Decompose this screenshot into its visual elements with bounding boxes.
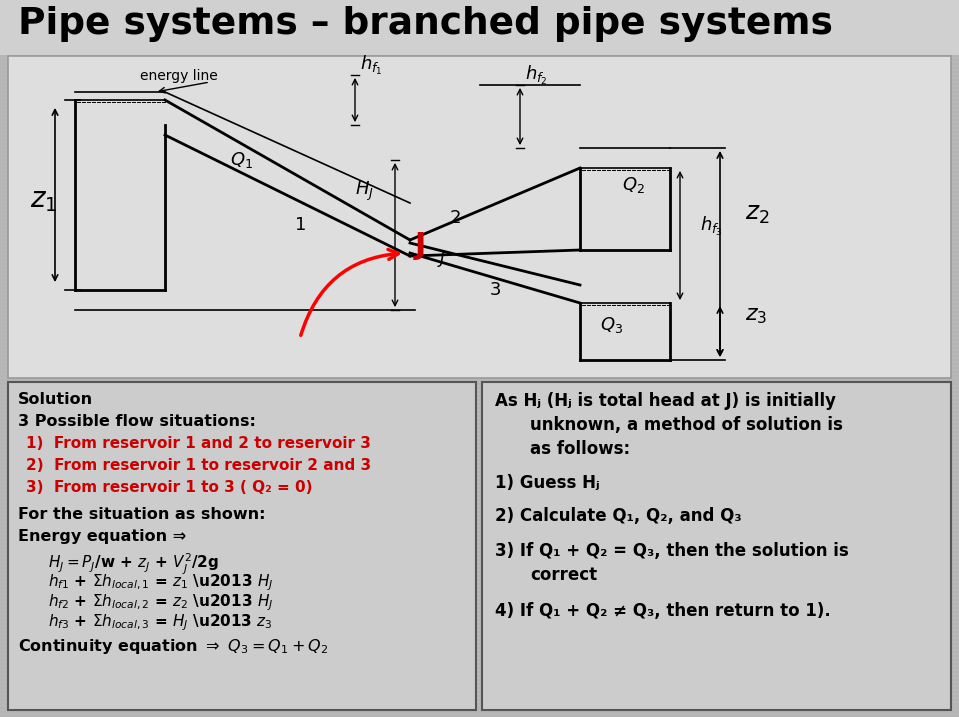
Bar [8,56,951,378]
Text: $h_{f_2}$: $h_{f_2}$ [525,64,548,87]
Text: $h_{f3}$ + $\Sigma h_{local,3}$ = $H_J$ \u2013 $z_3$: $h_{f3}$ + $\Sigma h_{local,3}$ = $H_J$ … [48,612,272,632]
Text: $z_1$: $z_1$ [30,186,58,214]
Bar [8,382,476,710]
Text: 3 Possible flow situations:: 3 Possible flow situations: [18,414,256,429]
Text: energy line: energy line [140,69,218,83]
Text: $H_J$: $H_J$ [355,180,374,203]
Text: Pipe systems – branched pipe systems: Pipe systems – branched pipe systems [18,6,832,42]
Text: 2: 2 [450,209,461,227]
Text: For the situation as shown:: For the situation as shown: [18,507,266,522]
Text: 1)  From reservoir 1 and 2 to reservoir 3: 1) From reservoir 1 and 2 to reservoir 3 [26,436,371,451]
Text: $Q_1$: $Q_1$ [230,150,253,170]
Text: $z_3$: $z_3$ [745,305,767,326]
Bar [0,0,959,55]
Text: $h_{f2}$ + $\Sigma h_{local,2}$ = $z_2$ \u2013 $H_J$: $h_{f2}$ + $\Sigma h_{local,2}$ = $z_2$ … [48,592,273,612]
Text: as follows:: as follows: [530,440,630,458]
Text: 2) Calculate Q₁, Q₂, and Q₃: 2) Calculate Q₁, Q₂, and Q₃ [495,507,741,525]
Text: As Hⱼ (Hⱼ is total head at J) is initially: As Hⱼ (Hⱼ is total head at J) is initial… [495,392,836,410]
FancyArrowPatch shape [301,250,398,336]
Text: correct: correct [530,566,597,584]
Text: $Q_3$: $Q_3$ [600,315,623,335]
Text: 3)  From reservoir 1 to 3 ( Q₂ = 0): 3) From reservoir 1 to 3 ( Q₂ = 0) [26,480,313,495]
Text: $h_{f_3}$: $h_{f_3}$ [700,214,723,237]
Text: Continuity equation $\Rightarrow$ $Q_3 = Q_1 + Q_2$: Continuity equation $\Rightarrow$ $Q_3 =… [18,637,328,656]
Text: $h_{f_1}$: $h_{f_1}$ [360,54,383,77]
Text: $Q_2$: $Q_2$ [622,175,644,195]
Text: 1) Guess Hⱼ: 1) Guess Hⱼ [495,474,599,492]
Text: 4) If Q₁ + Q₂ ≠ Q₃, then return to 1).: 4) If Q₁ + Q₂ ≠ Q₃, then return to 1). [495,602,830,620]
Text: 3) If Q₁ + Q₂ = Q₃, then the solution is: 3) If Q₁ + Q₂ = Q₃, then the solution is [495,542,849,560]
Text: 3: 3 [490,281,502,299]
Text: J: J [415,232,427,260]
Text: $h_{f1}$ + $\Sigma h_{local,1}$ = $z_1$ \u2013 $H_J$: $h_{f1}$ + $\Sigma h_{local,1}$ = $z_1$ … [48,572,273,592]
Text: $H_J = P_J$/w + $z_J$ + $V^2_J$/2g: $H_J = P_J$/w + $z_J$ + $V^2_J$/2g [48,552,219,577]
Text: Solution: Solution [18,392,93,407]
Text: 1: 1 [295,216,306,234]
Text: J: J [440,249,445,267]
Text: unknown, a method of solution is: unknown, a method of solution is [530,416,843,434]
Text: 2)  From reservoir 1 to reservoir 2 and 3: 2) From reservoir 1 to reservoir 2 and 3 [26,458,371,473]
Text: Energy equation ⇒: Energy equation ⇒ [18,529,186,544]
Bar [482,382,951,710]
Text: $z_2$: $z_2$ [745,202,769,226]
